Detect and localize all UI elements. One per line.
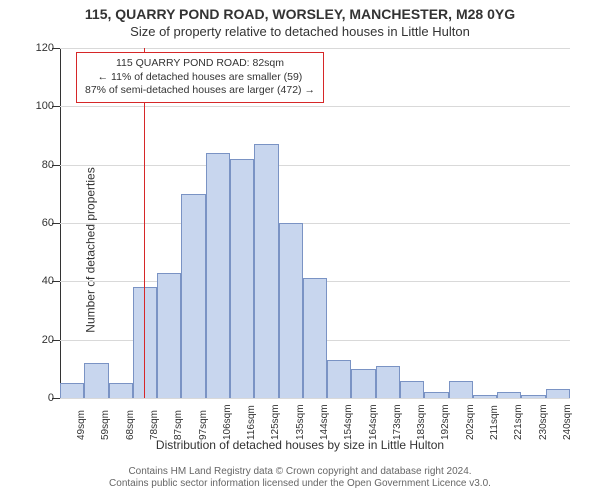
x-axis-label: Distribution of detached houses by size … bbox=[0, 438, 600, 452]
histogram-bar bbox=[254, 144, 278, 398]
x-tick-label: 125sqm bbox=[270, 404, 281, 440]
x-tick-label: 116sqm bbox=[246, 405, 257, 440]
annotation-line3: 87% of semi-detached houses are larger (… bbox=[85, 84, 315, 98]
histogram-bar bbox=[181, 194, 205, 398]
x-tick-label: 154sqm bbox=[343, 404, 354, 440]
annotation-box: 115 QUARRY POND ROAD: 82sqm← 11% of deta… bbox=[76, 52, 324, 103]
x-tick-label: 97sqm bbox=[198, 410, 209, 440]
annotation-line2: ← 11% of detached houses are smaller (59… bbox=[85, 71, 315, 85]
histogram-bar bbox=[521, 395, 545, 398]
x-tick-label: 144sqm bbox=[319, 404, 330, 440]
gridline bbox=[60, 223, 570, 224]
x-tick-label: 135sqm bbox=[295, 404, 306, 440]
histogram-bar bbox=[230, 159, 254, 398]
histogram-bar bbox=[303, 278, 327, 398]
histogram-bar bbox=[84, 363, 108, 398]
footer-line1: Contains HM Land Registry data © Crown c… bbox=[0, 466, 600, 478]
annotation-line1: 115 QUARRY POND ROAD: 82sqm bbox=[85, 57, 315, 71]
histogram-bar bbox=[279, 223, 303, 398]
x-tick-label: 240sqm bbox=[562, 404, 573, 440]
histogram-bar bbox=[376, 366, 400, 398]
x-tick-label: 49sqm bbox=[76, 410, 87, 440]
histogram-bar bbox=[206, 153, 230, 398]
x-tick-label: 87sqm bbox=[173, 410, 184, 440]
x-tick-label: 173sqm bbox=[392, 404, 403, 440]
x-tick-label: 106sqm bbox=[222, 404, 233, 440]
y-tick-label: 80 bbox=[0, 159, 54, 171]
x-tick-label: 78sqm bbox=[149, 410, 160, 440]
x-tick-label: 68sqm bbox=[125, 410, 136, 440]
x-tick-label: 164sqm bbox=[368, 404, 379, 440]
histogram-bar bbox=[424, 392, 448, 398]
x-tick-label: 59sqm bbox=[100, 410, 111, 440]
histogram-bar bbox=[497, 392, 521, 398]
histogram-bar bbox=[157, 273, 181, 398]
title-line1: 115, QUARRY POND ROAD, WORSLEY, MANCHEST… bbox=[0, 6, 600, 22]
y-tick-label: 120 bbox=[0, 42, 54, 54]
y-tick-label: 0 bbox=[0, 392, 54, 404]
histogram-bar bbox=[327, 360, 351, 398]
plot-area: 49sqm59sqm68sqm78sqm87sqm97sqm106sqm116s… bbox=[60, 48, 570, 398]
y-tick-label: 100 bbox=[0, 100, 54, 112]
x-tick-label: 183sqm bbox=[416, 404, 427, 440]
y-tick-label: 60 bbox=[0, 217, 54, 229]
x-tick-label: 221sqm bbox=[513, 404, 524, 440]
gridline bbox=[60, 106, 570, 107]
x-tick-label: 192sqm bbox=[440, 404, 451, 440]
histogram-bar bbox=[473, 395, 497, 398]
histogram-bar bbox=[546, 389, 570, 398]
x-tick-label: 230sqm bbox=[538, 404, 549, 440]
histogram-bar bbox=[351, 369, 375, 398]
histogram-bar bbox=[60, 383, 84, 398]
footer-line2: Contains public sector information licen… bbox=[0, 478, 600, 490]
y-tick-label: 40 bbox=[0, 275, 54, 287]
x-tick-label: 211sqm bbox=[489, 405, 500, 440]
x-tick-label: 202sqm bbox=[465, 404, 476, 440]
gridline bbox=[60, 48, 570, 49]
title-line2: Size of property relative to detached ho… bbox=[0, 24, 600, 39]
gridline bbox=[60, 165, 570, 166]
histogram-bar bbox=[109, 383, 133, 398]
y-tick-label: 20 bbox=[0, 334, 54, 346]
footer: Contains HM Land Registry data © Crown c… bbox=[0, 466, 600, 490]
gridline bbox=[60, 398, 570, 399]
histogram-bar bbox=[449, 381, 473, 399]
histogram-bar bbox=[400, 381, 424, 399]
